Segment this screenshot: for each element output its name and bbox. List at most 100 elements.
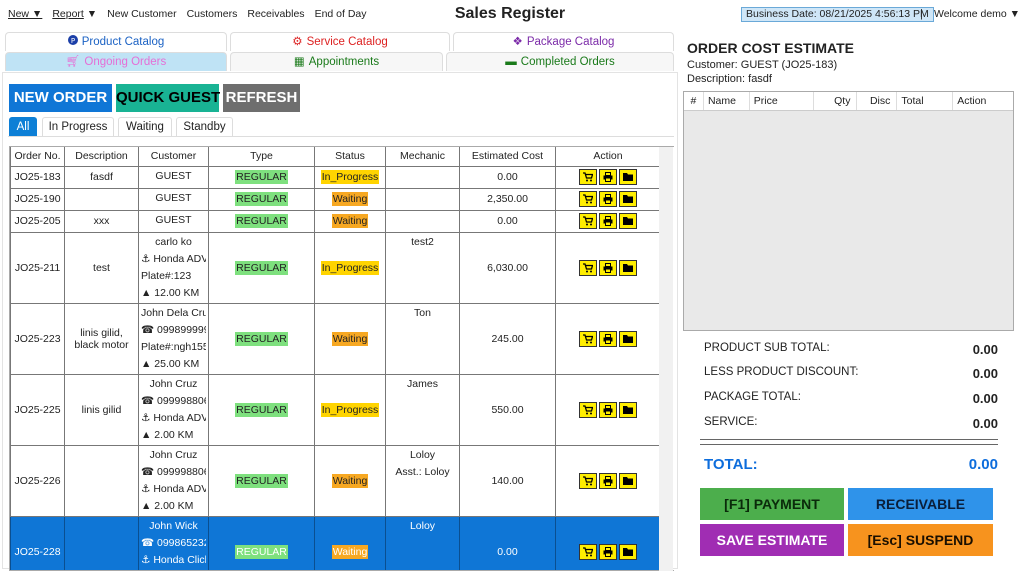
tab-appointments[interactable]: ▦ Appointments xyxy=(230,52,443,71)
business-date: Business Date: 08/21/2025 4:56:13 PM xyxy=(741,7,934,22)
col-description[interactable]: Description xyxy=(64,147,139,167)
order-no-cell: JO25-190 xyxy=(10,187,65,211)
print-icon[interactable] xyxy=(599,330,617,347)
print-icon[interactable] xyxy=(599,259,617,276)
menu-new[interactable]: New ▼ xyxy=(8,8,43,20)
tab-service-catalog[interactable]: ⚙ Service Catalog xyxy=(230,32,450,51)
product-icon: P xyxy=(67,33,78,51)
table-row[interactable]: JO25-223 linis gilid, black motor John Del… xyxy=(10,302,661,375)
type-cell: REGULAR xyxy=(208,444,315,517)
add-to-cart-icon[interactable] xyxy=(579,191,597,207)
open-folder-icon[interactable] xyxy=(619,330,637,347)
print-icon[interactable] xyxy=(599,472,617,489)
save-estimate-button[interactable]: SAVE ESTIMATE xyxy=(700,524,844,556)
est-col-total: Total xyxy=(897,92,954,110)
customer-line: John Wick xyxy=(149,519,198,532)
gears-icon: ⚙ xyxy=(292,36,303,48)
menu-report[interactable]: Report ▼ xyxy=(52,8,98,20)
open-folder-icon[interactable] xyxy=(619,213,637,229)
print-icon[interactable] xyxy=(599,191,617,207)
menu-new-label: New xyxy=(8,8,30,20)
customer-cell: GUEST xyxy=(138,187,209,211)
filter-tab-waiting[interactable]: Waiting xyxy=(118,117,172,137)
customer-line: ☎ 09986523222 xyxy=(141,536,206,549)
table-row[interactable]: JO25-183 fasdf GUEST REGULAR In_Progress 0.00 xyxy=(10,165,661,189)
estimated-cost-cell: 0.00 xyxy=(459,209,556,233)
est-col-disc: Disc xyxy=(857,92,898,110)
table-row[interactable]: JO25-226 John Cruz ☎ 09999880625 ⚓ Honda AD… xyxy=(10,444,661,517)
print-icon[interactable] xyxy=(599,543,617,560)
tab-product-label: Product Catalog xyxy=(81,36,165,48)
total-label: TOTAL: xyxy=(704,456,758,473)
col-status[interactable]: Status xyxy=(314,147,386,167)
mechanic-cell: Loloy Asst.: Loloy xyxy=(385,444,460,517)
status-badge: Waiting xyxy=(331,214,369,228)
table-row[interactable]: JO25-211 test carlo ko ⚓ Honda ADV Plate#:12… xyxy=(10,231,661,304)
add-to-cart-icon[interactable] xyxy=(579,330,597,347)
action-cell xyxy=(555,444,661,517)
tab-completed-orders[interactable]: ▬ Completed Orders xyxy=(446,52,674,71)
open-folder-icon[interactable] xyxy=(619,472,637,489)
status-cell: Waiting xyxy=(314,187,386,211)
main-menu: New ▼ Report ▼ New Customer Customers Re… xyxy=(8,8,367,20)
customer-line: ☎ 09999880625 xyxy=(141,394,206,407)
service-value: 0.00 xyxy=(972,416,998,431)
table-header-row: Order No. Description Customer Type Stat… xyxy=(10,147,661,167)
col-mechanic[interactable]: Mechanic xyxy=(385,147,460,167)
quick-guest-button[interactable]: QUICK GUEST xyxy=(116,84,220,112)
menu-end-of-day[interactable]: End of Day xyxy=(314,8,367,20)
col-order-no[interactable]: Order No. xyxy=(10,147,65,167)
open-folder-icon[interactable] xyxy=(619,543,637,560)
add-to-cart-icon[interactable] xyxy=(579,259,597,276)
filter-tab-standby[interactable]: Standby xyxy=(176,117,233,137)
tab-ongoing-orders[interactable]: 🛒︎ Ongoing Orders xyxy=(5,52,227,71)
table-row[interactable]: JO25-190 GUEST REGULAR Waiting 2,350.00 xyxy=(10,187,661,211)
mechanic-cell xyxy=(385,187,460,211)
add-to-cart-icon[interactable] xyxy=(579,401,597,418)
action-cell xyxy=(555,231,661,304)
add-to-cart-icon[interactable] xyxy=(579,543,597,560)
print-icon[interactable] xyxy=(599,213,617,229)
suspend-button[interactable]: [Esc] SUSPEND xyxy=(848,524,993,556)
menu-receivables[interactable]: Receivables xyxy=(247,8,305,20)
print-icon[interactable] xyxy=(599,401,617,418)
refresh-button[interactable]: REFRESH xyxy=(223,84,300,112)
table-scrollbar[interactable] xyxy=(659,147,673,571)
col-customer[interactable]: Customer xyxy=(138,147,209,167)
menu-new-customer[interactable]: New Customer xyxy=(107,8,177,20)
customer-cell: John Dela Cruz ☎ 09989999999 Plate#:ngh155… xyxy=(138,302,209,375)
add-to-cart-icon[interactable] xyxy=(579,169,597,185)
description-cell: fasdf xyxy=(64,165,139,189)
open-folder-icon[interactable] xyxy=(619,259,637,276)
tab-package-catalog[interactable]: ❖ Package Catalog xyxy=(453,32,674,51)
action-cell xyxy=(555,302,661,375)
estimate-items-table: # Name Price Qty Disc Total Action xyxy=(683,91,1014,331)
col-type[interactable]: Type xyxy=(208,147,315,167)
payment-button[interactable]: [F1] PAYMENT xyxy=(700,488,844,520)
table-row[interactable]: JO25-228 John Wick ☎ 09986523222 ⚓ Honda Cl… xyxy=(10,515,661,570)
estimated-cost-cell: 550.00 xyxy=(459,373,556,446)
open-folder-icon[interactable] xyxy=(619,191,637,207)
open-folder-icon[interactable] xyxy=(619,169,637,185)
open-folder-icon[interactable] xyxy=(619,401,637,418)
order-no-cell: JO25-205 xyxy=(10,209,65,233)
add-to-cart-icon[interactable] xyxy=(579,213,597,229)
print-icon[interactable] xyxy=(599,169,617,185)
order-no-cell: JO25-183 xyxy=(10,165,65,189)
customer-line: ⚓ Honda Click xyxy=(141,553,206,566)
est-col-qty: Qty xyxy=(814,92,858,110)
filter-tab-in-progress[interactable]: In Progress xyxy=(42,117,114,137)
order-no-cell: JO25-223 xyxy=(10,302,65,375)
col-estimated-cost[interactable]: Estimated Cost xyxy=(459,147,556,167)
receivable-button[interactable]: RECEIVABLE xyxy=(848,488,993,520)
add-to-cart-icon[interactable] xyxy=(579,472,597,489)
tab-product-catalog[interactable]: P Product Catalog xyxy=(5,32,227,51)
new-order-button[interactable]: NEW ORDER xyxy=(9,84,112,112)
description-cell: test xyxy=(64,231,139,304)
table-row[interactable]: JO25-205 xxx GUEST REGULAR Waiting 0.00 xyxy=(10,209,661,233)
menu-customers[interactable]: Customers xyxy=(186,8,238,20)
user-menu[interactable]: Welcome demo ▼ xyxy=(934,8,1021,20)
description-cell: xxx xyxy=(64,209,139,233)
filter-tab-all[interactable]: All xyxy=(9,117,37,137)
